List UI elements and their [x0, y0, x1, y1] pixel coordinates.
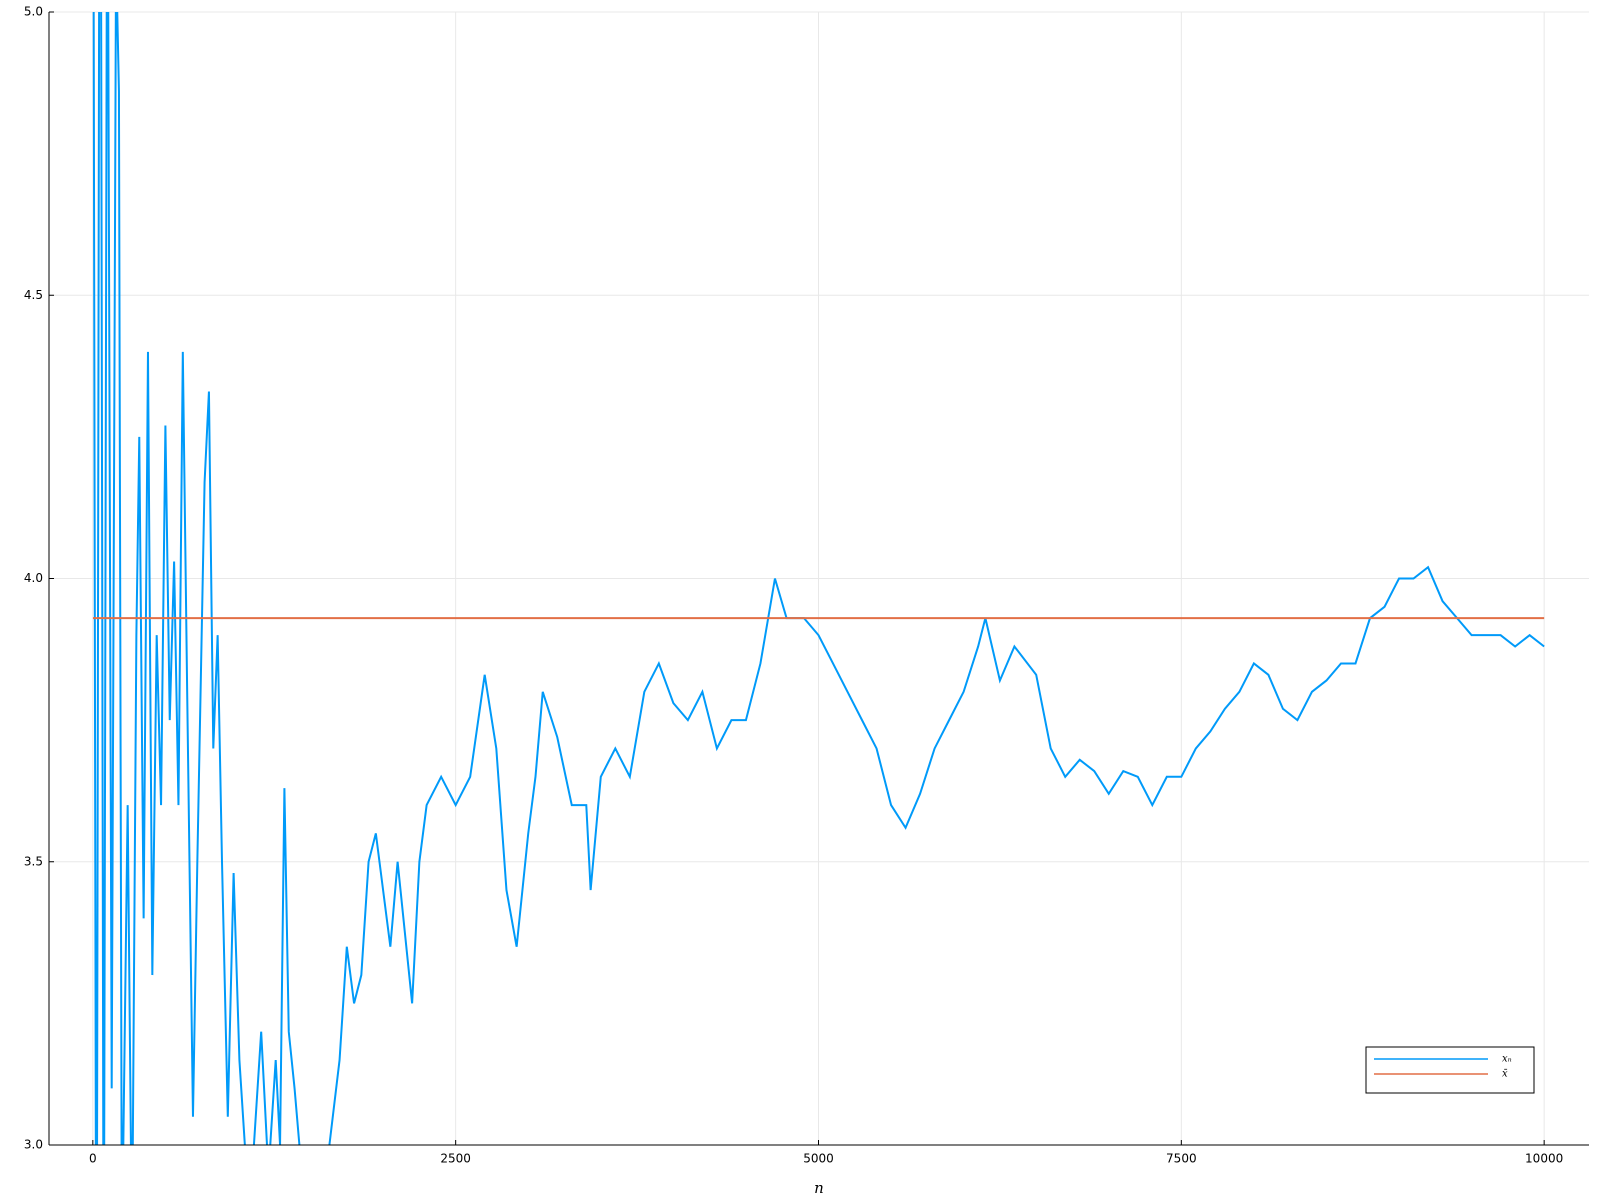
- y-tick-label: 4.0: [24, 571, 43, 585]
- plot-area: [92, 12, 1545, 1145]
- legend-box: [1365, 1046, 1535, 1094]
- x-tick-label: 0: [89, 1152, 97, 1166]
- x-tick-label: 7500: [1166, 1152, 1197, 1166]
- grid-layer: [49, 11, 1589, 1146]
- y-tick-label: 3.0: [24, 1138, 43, 1152]
- x-tick-label: 5000: [803, 1152, 834, 1166]
- y-tick-label: 3.5: [24, 854, 43, 868]
- legend-label: xₙ: [1502, 1054, 1512, 1065]
- x-axis-label: n: [814, 1179, 824, 1197]
- x-tick-label: 2500: [440, 1152, 471, 1166]
- legend: xₙ x̄: [1365, 1046, 1535, 1094]
- y-tick-label: 5.0: [24, 5, 43, 19]
- legend-label: x̄: [1502, 1069, 1508, 1080]
- y-tick-label: 4.5: [24, 288, 43, 302]
- series-line: [92, 12, 1545, 1145]
- x-tick-label: 10000: [1525, 1152, 1563, 1166]
